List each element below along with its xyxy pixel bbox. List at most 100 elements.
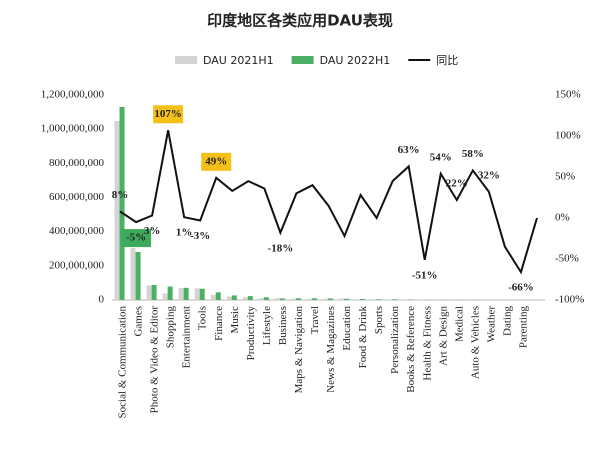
data-label: -5%	[126, 232, 146, 244]
data-label: 22%	[446, 177, 468, 189]
data-label: 49%	[205, 155, 227, 167]
legend-swatch	[175, 56, 197, 64]
bar	[339, 298, 345, 300]
bar	[306, 298, 312, 300]
bar	[215, 292, 221, 300]
bar	[178, 288, 184, 300]
bar	[242, 297, 248, 300]
x-tick-label: Food & Drink	[357, 306, 369, 369]
bar	[355, 299, 361, 300]
legend-label: 同比	[436, 54, 458, 67]
x-tick-label: Productivity	[245, 306, 257, 361]
data-label: 107%	[154, 108, 182, 120]
bar	[279, 298, 285, 300]
y-tick-label: 600,000,000	[49, 191, 105, 203]
bar	[130, 248, 136, 300]
x-tick-label: Weather	[485, 306, 497, 343]
bar	[135, 251, 141, 300]
bar	[408, 299, 414, 300]
data-label: 32%	[478, 169, 500, 181]
y-tick-label: 800,000,000	[49, 157, 105, 169]
data-label: -66%	[508, 282, 534, 294]
bar	[258, 297, 264, 300]
x-tick-label: Shopping	[165, 306, 177, 349]
x-tick-label: Business	[277, 306, 289, 345]
x-tick-label: Lifestyle	[261, 306, 273, 345]
y2-tick-label: 150%	[555, 89, 581, 101]
x-tick-label: Maps & Navigation	[293, 306, 305, 394]
x-tick-label: Parenting	[517, 306, 529, 349]
bar	[247, 296, 253, 300]
data-label: 8%	[112, 189, 129, 201]
y2-tick-label: 100%	[555, 130, 581, 142]
bar	[387, 299, 393, 300]
y2-tick-label: -100%	[555, 294, 584, 306]
label-box	[121, 229, 152, 248]
bar	[263, 297, 269, 300]
bar	[114, 120, 120, 300]
bar	[392, 299, 398, 300]
chart-title: 印度地区各类应用DAU表现	[207, 12, 393, 30]
y-tick-label: 1,200,000,000	[41, 89, 105, 101]
x-tick-label: Auto & Vehicles	[469, 306, 481, 379]
y2-tick-label: 50%	[555, 171, 575, 183]
bar	[119, 106, 125, 300]
data-label: -18%	[268, 242, 294, 254]
y2-tick-label: 0%	[555, 212, 570, 224]
line	[119, 130, 538, 275]
data-label: 1%	[176, 227, 193, 239]
x-tick-label: Sports	[373, 306, 385, 334]
bar	[290, 298, 296, 300]
x-tick-label: Books & Reference	[405, 306, 417, 393]
data-label: 58%	[462, 148, 484, 160]
data-label: 54%	[430, 151, 452, 163]
x-tick-label: Travel	[309, 306, 321, 334]
y-tick-label: 0	[99, 294, 105, 306]
x-tick-label: Education	[341, 306, 353, 351]
x-tick-label: Social & Communication	[117, 306, 129, 419]
y-tick-label: 200,000,000	[49, 259, 105, 271]
x-tick-label: Health & Fitness	[421, 306, 433, 381]
x-tick-label: News & Magazines	[325, 306, 337, 393]
x-tick-label: Dating	[501, 306, 513, 336]
bar	[419, 299, 425, 300]
bar	[231, 295, 237, 300]
bar	[323, 298, 328, 300]
bar	[360, 298, 366, 300]
bar	[146, 285, 152, 300]
bar	[167, 286, 173, 300]
data-label: 3%	[144, 225, 161, 237]
bar	[344, 298, 350, 300]
bar	[274, 298, 280, 300]
bar	[210, 294, 216, 300]
label-box	[153, 105, 184, 124]
y-tick-label: 400,000,000	[49, 225, 105, 237]
y2-tick-label: -50%	[555, 253, 579, 265]
x-tick-label: Art & Design	[437, 306, 449, 366]
x-tick-label: Personalization	[389, 306, 401, 374]
data-label: 63%	[398, 144, 420, 156]
data-label: -3%	[190, 230, 210, 242]
x-tick-label: Games	[133, 306, 145, 337]
bar	[371, 299, 377, 300]
x-tick-label: Tools	[197, 306, 209, 330]
x-tick-label: Medical	[453, 306, 465, 342]
bar	[311, 298, 317, 300]
data-label: -51%	[412, 269, 438, 281]
bar	[295, 298, 301, 300]
label-box	[201, 152, 232, 171]
legend-label: DAU 2021H1	[203, 54, 274, 67]
x-tick-label: Finance	[213, 306, 225, 341]
bar	[194, 288, 200, 300]
legend-swatch	[291, 56, 314, 64]
bar	[162, 293, 168, 300]
x-tick-label: Entertainment	[181, 306, 193, 368]
bar	[376, 299, 382, 300]
x-tick-label: Music	[229, 306, 241, 334]
bar	[151, 284, 157, 300]
legend-label: DAU 2022H1	[320, 54, 391, 67]
x-tick-label: Photo & Video & Editor	[149, 306, 161, 414]
bar	[183, 287, 189, 300]
bar	[199, 288, 205, 300]
y-tick-label: 1,000,000,000	[41, 123, 105, 135]
